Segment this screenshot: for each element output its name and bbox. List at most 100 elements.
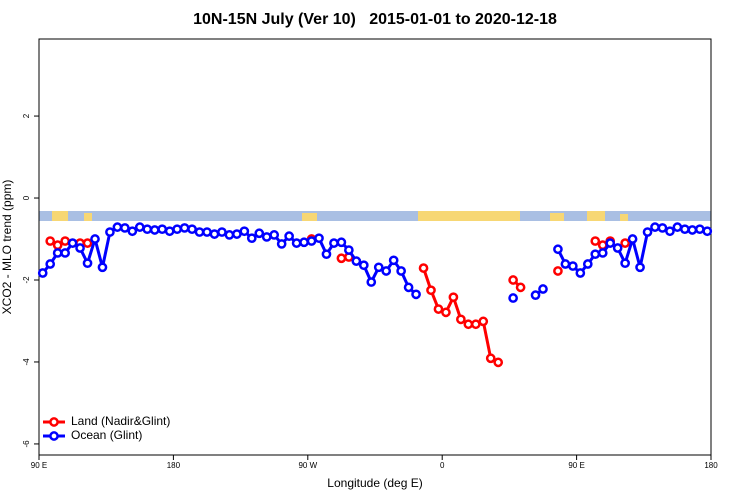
point — [463, 319, 474, 330]
x-tick-label: 0 — [440, 461, 445, 470]
point — [269, 230, 280, 240]
point — [620, 258, 630, 269]
point — [508, 275, 518, 285]
point — [538, 284, 548, 294]
point — [657, 223, 668, 233]
point — [575, 268, 586, 278]
point — [45, 236, 56, 246]
point — [687, 225, 698, 235]
chart-title: 10N-15N July (Ver 10) 2015-01-01 to 2020… — [193, 11, 557, 28]
point — [530, 290, 541, 301]
point — [336, 253, 347, 264]
point — [702, 226, 713, 237]
legend-marker — [49, 417, 59, 427]
point — [75, 243, 85, 253]
point — [635, 262, 645, 273]
x-tick-label: 90 E — [568, 461, 584, 470]
point — [142, 224, 153, 235]
point — [553, 244, 563, 255]
point — [344, 245, 354, 255]
point — [105, 227, 115, 237]
legend-label: Ocean (Glint) — [71, 428, 142, 442]
point — [448, 292, 459, 303]
point — [478, 316, 489, 327]
point — [239, 226, 250, 237]
point — [254, 228, 265, 239]
point — [396, 266, 406, 276]
point — [202, 227, 212, 237]
land-patches — [52, 211, 628, 221]
x-tick-label: 180 — [704, 461, 718, 470]
point — [172, 224, 182, 235]
point — [366, 277, 377, 287]
point — [261, 232, 272, 242]
point — [120, 223, 130, 233]
point — [67, 238, 78, 248]
point — [164, 226, 175, 237]
x-tick-label: 90 W — [298, 461, 317, 470]
y-tick-label: -6 — [22, 440, 31, 448]
point — [680, 224, 690, 235]
point — [590, 236, 601, 246]
legend-label: Land (Nadir&Glint) — [71, 414, 170, 428]
point — [329, 238, 339, 248]
point — [246, 233, 257, 244]
point — [82, 258, 93, 269]
point — [388, 255, 399, 266]
point — [597, 248, 608, 258]
point — [605, 238, 616, 248]
point — [306, 236, 317, 246]
point — [284, 231, 294, 241]
point — [426, 285, 436, 296]
point — [560, 259, 571, 269]
x-tick-label: 90 E — [31, 461, 47, 470]
legend-marker — [49, 431, 59, 441]
point — [179, 223, 190, 233]
y-tick-label: 2 — [22, 113, 31, 118]
point — [291, 238, 302, 248]
point — [232, 229, 242, 239]
point — [665, 226, 675, 237]
point — [358, 260, 369, 271]
point — [314, 233, 324, 244]
y-tick-label: -4 — [22, 358, 31, 366]
x-tick-label: 180 — [167, 461, 181, 470]
surface-strip — [39, 211, 711, 221]
point — [321, 249, 332, 260]
point — [418, 263, 429, 273]
point — [217, 227, 227, 237]
point — [276, 239, 287, 249]
point — [37, 268, 48, 278]
point — [60, 236, 70, 246]
y-axis-label: XCO2 - MLO trend (ppm) — [0, 180, 14, 315]
point — [381, 266, 392, 276]
x-axis-label: Longitude (deg E) — [327, 476, 422, 490]
point — [642, 227, 653, 237]
point — [411, 289, 421, 300]
point — [493, 357, 504, 368]
point — [90, 234, 100, 244]
point — [82, 238, 93, 248]
y-tick-label: -2 — [22, 276, 31, 284]
point — [45, 259, 56, 269]
point — [553, 266, 563, 276]
point — [612, 243, 623, 253]
plot-frame — [38, 38, 712, 456]
point — [582, 259, 593, 269]
point — [672, 222, 683, 232]
point — [650, 222, 660, 232]
point — [157, 224, 168, 235]
point — [568, 261, 578, 271]
point — [485, 353, 496, 364]
point — [336, 237, 347, 248]
point — [127, 226, 138, 237]
point — [456, 314, 466, 325]
point — [187, 224, 197, 235]
point — [515, 282, 526, 293]
point — [470, 319, 481, 330]
point — [112, 222, 123, 232]
y-tick-label: 0 — [22, 195, 31, 200]
point — [627, 234, 638, 244]
point — [508, 293, 518, 303]
